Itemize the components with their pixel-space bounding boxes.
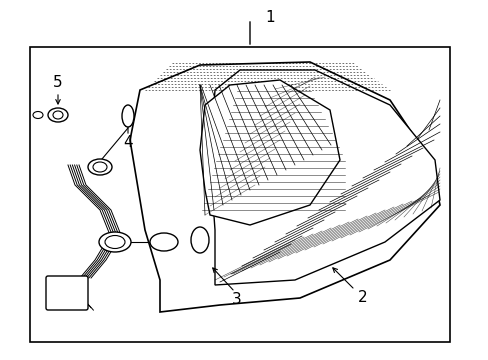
- Text: 5: 5: [53, 75, 62, 90]
- FancyBboxPatch shape: [46, 276, 88, 310]
- Ellipse shape: [88, 159, 112, 175]
- Ellipse shape: [93, 162, 107, 172]
- Ellipse shape: [191, 227, 208, 253]
- Ellipse shape: [53, 111, 63, 119]
- Ellipse shape: [48, 108, 68, 122]
- Ellipse shape: [122, 105, 134, 127]
- Text: 1: 1: [264, 9, 274, 24]
- Text: 3: 3: [232, 292, 242, 307]
- Ellipse shape: [33, 112, 43, 118]
- Bar: [30, 47, 449, 342]
- Polygon shape: [200, 80, 339, 225]
- Polygon shape: [130, 62, 439, 312]
- Ellipse shape: [150, 233, 178, 251]
- Text: 4: 4: [123, 135, 133, 149]
- Ellipse shape: [99, 232, 131, 252]
- Text: 2: 2: [357, 291, 367, 306]
- Ellipse shape: [105, 235, 125, 248]
- Polygon shape: [209, 70, 439, 285]
